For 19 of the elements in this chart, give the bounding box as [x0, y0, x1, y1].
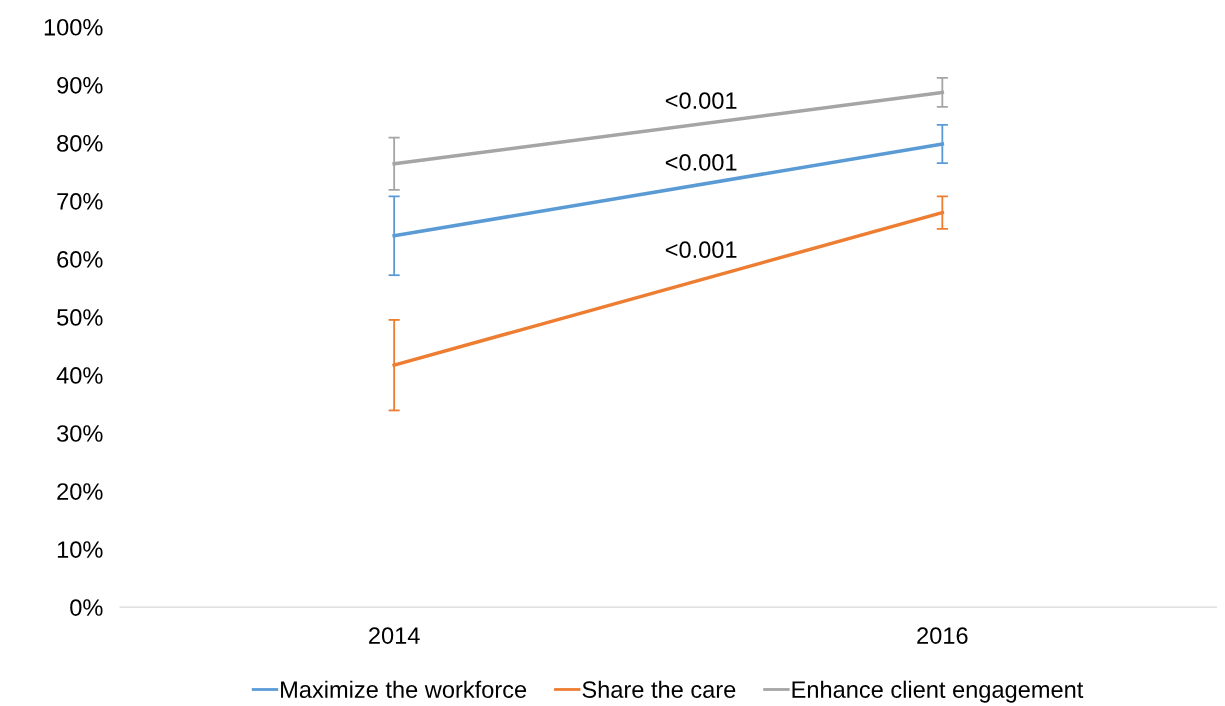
legend-label: Enhance client engagement: [792, 680, 1084, 703]
y-tick-label: 90%: [57, 76, 103, 94]
y-tick-label: 30%: [57, 425, 103, 442]
y-tick-label: 70%: [57, 193, 103, 210]
y-tick-label: 80%: [57, 134, 103, 152]
annotation: <0.001: [665, 92, 737, 109]
y-tick-label: 40%: [56, 367, 103, 384]
annotation: <0.001: [665, 154, 737, 171]
y-tick-label: 0%: [70, 599, 103, 616]
x-tick-label: 2016: [917, 627, 968, 644]
y-tick-label: 60%: [57, 251, 103, 268]
annotation: <0.001: [665, 241, 737, 259]
legend-label: Maximize the workforce: [281, 680, 527, 698]
y-tick-label: 20%: [57, 483, 103, 500]
y-tick-label: 100%: [44, 18, 103, 36]
x-tick-label: 2014: [369, 627, 420, 644]
legend-label: Share the care: [582, 680, 736, 698]
y-tick-label: 10%: [57, 541, 103, 558]
y-tick-label: 50%: [57, 309, 103, 326]
